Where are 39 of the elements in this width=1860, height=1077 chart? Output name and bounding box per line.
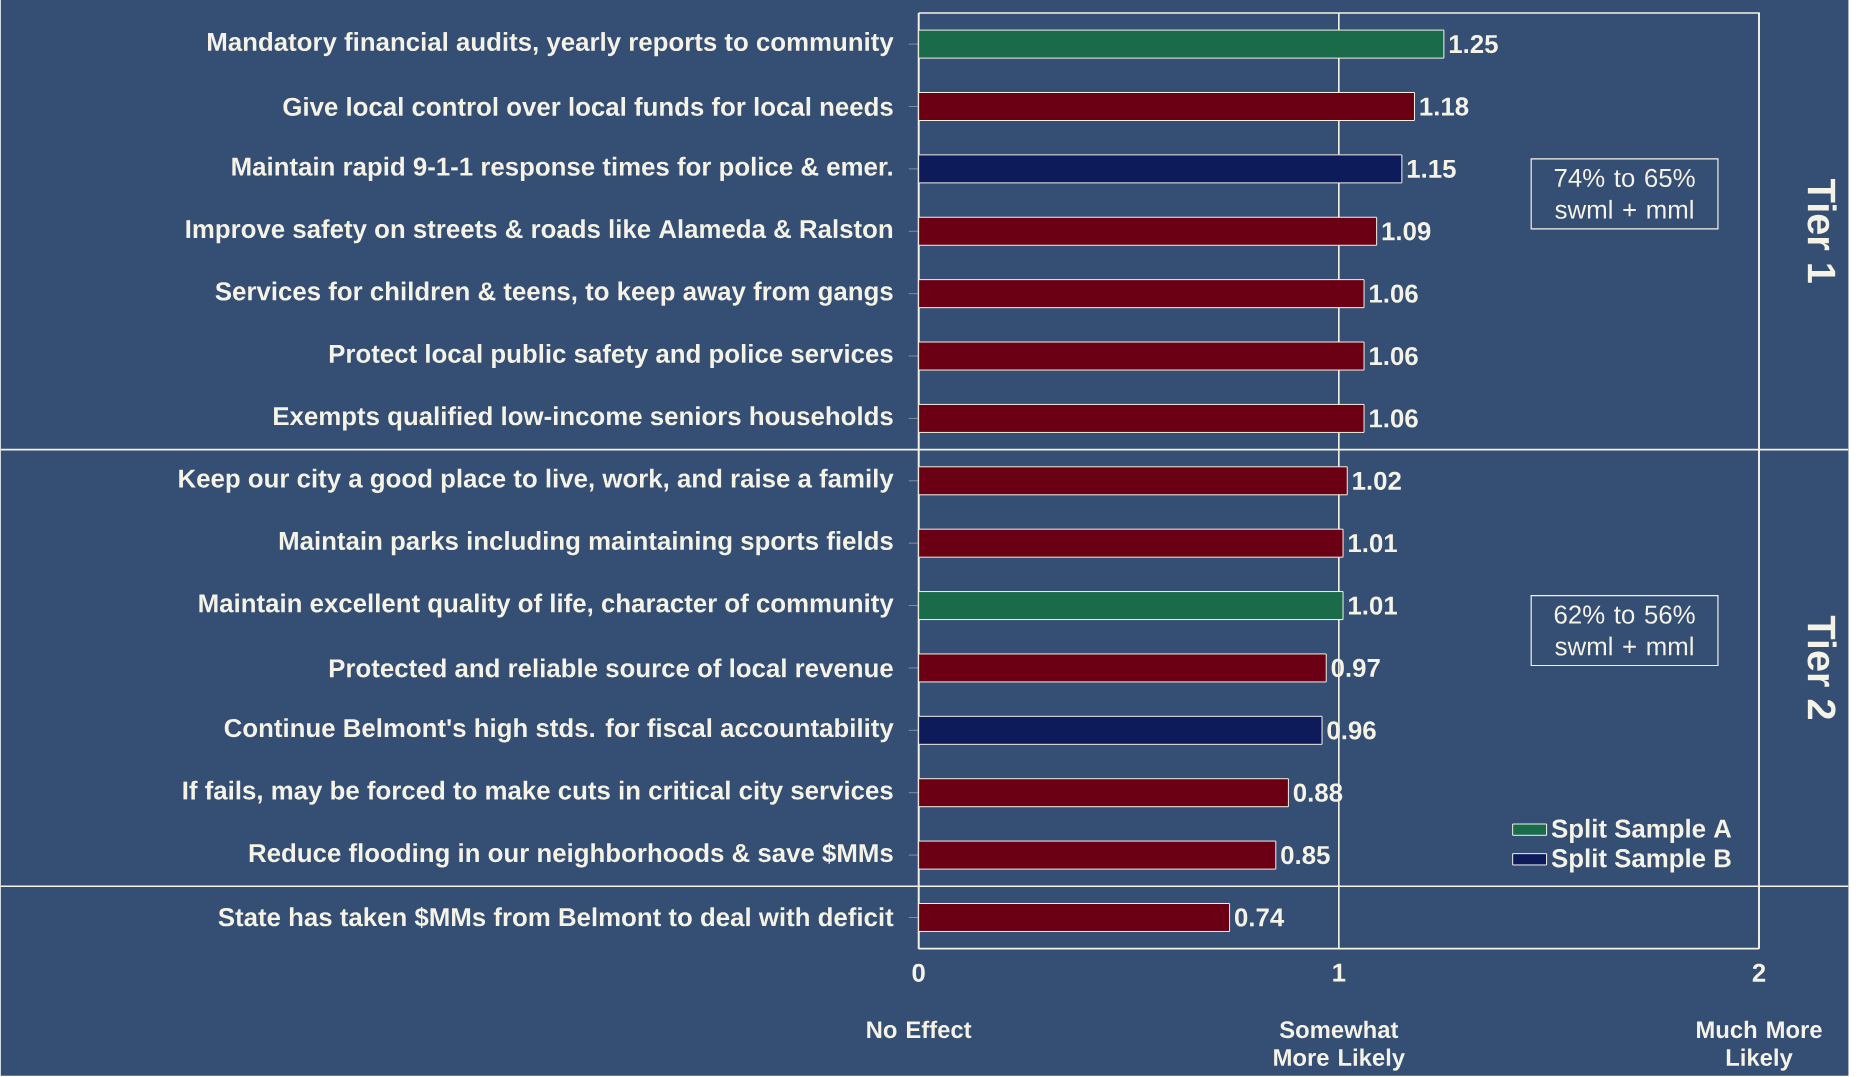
text: Tier 2 <box>1807 615 1837 719</box>
annotation: 74% to 65% swml + mml <box>1554 168 1695 219</box>
data-label: 1.02 <box>1353 471 1401 490</box>
data-label: 0.85 <box>1281 845 1330 865</box>
y-tick-label: If fails, may be forced to make cuts in critical city services <box>183 780 893 805</box>
annotation: 62% to 56% swml + mml <box>1554 605 1695 656</box>
data-label: 0.74 <box>1234 908 1285 927</box>
data-label: 1.18 <box>1420 97 1469 116</box>
text: No Effect <box>867 1020 972 1038</box>
legend-label: Split Sample B <box>1551 848 1731 873</box>
y-tick-label: Protected and reliable source of local revenue <box>329 658 893 678</box>
x-tick-label: 2 <box>1752 963 1766 982</box>
text: Tier 1 <box>1807 178 1837 283</box>
y-tick-label: Maintain parks including maintaining sports fields <box>279 530 893 556</box>
data-label: 1.25 <box>1449 34 1498 54</box>
data-label: 1.06 <box>1370 409 1418 428</box>
y-tick-label: Services for children & teens, to keep away from gangs <box>215 281 893 306</box>
y-tick-label: Continue Belmont's high stds. for fiscal accountability <box>224 718 894 743</box>
x-tick-label: 1 <box>1333 963 1346 982</box>
y-tick-label: State has taken $MMs from Belmont to deal with deficit <box>218 906 894 928</box>
y-tick-label: Give local control over local funds for local needs <box>283 96 893 116</box>
y-tick-label: Maintain rapid 9-1-1 response times for police & emer. <box>232 156 892 181</box>
data-label: 1.01 <box>1349 596 1397 615</box>
data-label: 1.06 <box>1370 284 1418 303</box>
text: Somewhat More Likely <box>1274 1020 1405 1071</box>
data-label: 1.15 <box>1407 159 1456 178</box>
y-tick-label: Maintain excellent quality of life, character of community <box>199 593 894 618</box>
legend-label: Split Sample A <box>1551 818 1732 843</box>
x-tick-label: 0 <box>912 963 925 982</box>
data-label: 1.09 <box>1382 221 1431 241</box>
data-label: 1.06 <box>1370 346 1418 366</box>
text: Much More Likely <box>1697 1020 1822 1071</box>
y-tick-label: Keep our city a good place to live, work, and raise a family <box>179 468 894 493</box>
y-tick-label: Protect local public safety and police services <box>329 343 893 368</box>
y-tick-label: Reduce flooding in our neighborhoods & save $MMs <box>249 842 893 868</box>
y-tick-label: Mandatory financial audits, yearly reports to community <box>208 31 894 57</box>
data-label: 1.01 <box>1349 533 1397 553</box>
y-tick-label: Improve safety on streets & roads like Alameda & Ralston <box>186 219 893 244</box>
y-tick-label: Exempts qualified low-income seniors households <box>274 406 893 431</box>
